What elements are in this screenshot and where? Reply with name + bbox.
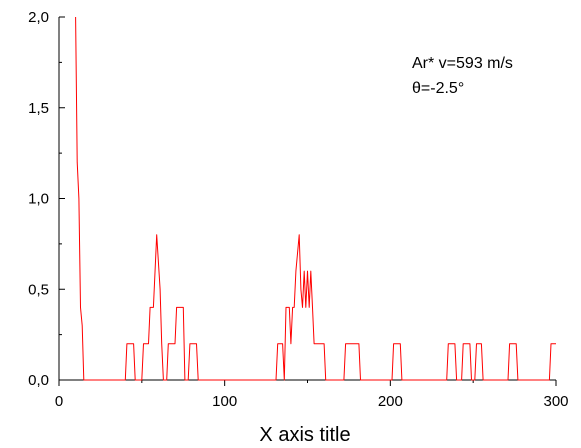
x-axis-title: X axis title (259, 424, 350, 446)
series-group (75, 16, 556, 381)
y-tick-label: 1,5 (28, 100, 49, 117)
x-tick-label: 200 (378, 393, 403, 410)
annotation-angle: θ=-2.5° (412, 80, 464, 97)
x-tick-label: 100 (212, 393, 237, 410)
y-tick-label: 0,0 (28, 372, 49, 389)
y-tick-label: 1,0 (28, 191, 49, 208)
ticks-group (58, 16, 557, 386)
labels-group: 0,0 0,5 1,0 1,5 2,0 0 100 200 300 (28, 9, 568, 410)
annotation-beam-velocity: Ar* v=593 m/s (412, 55, 513, 72)
y-tick-label: 0,5 (28, 281, 49, 298)
x-tick-label: 0 (55, 393, 63, 410)
y-tick-label: 2,0 (28, 9, 49, 26)
x-tick-label: 300 (543, 393, 568, 410)
series-line (75, 16, 556, 381)
